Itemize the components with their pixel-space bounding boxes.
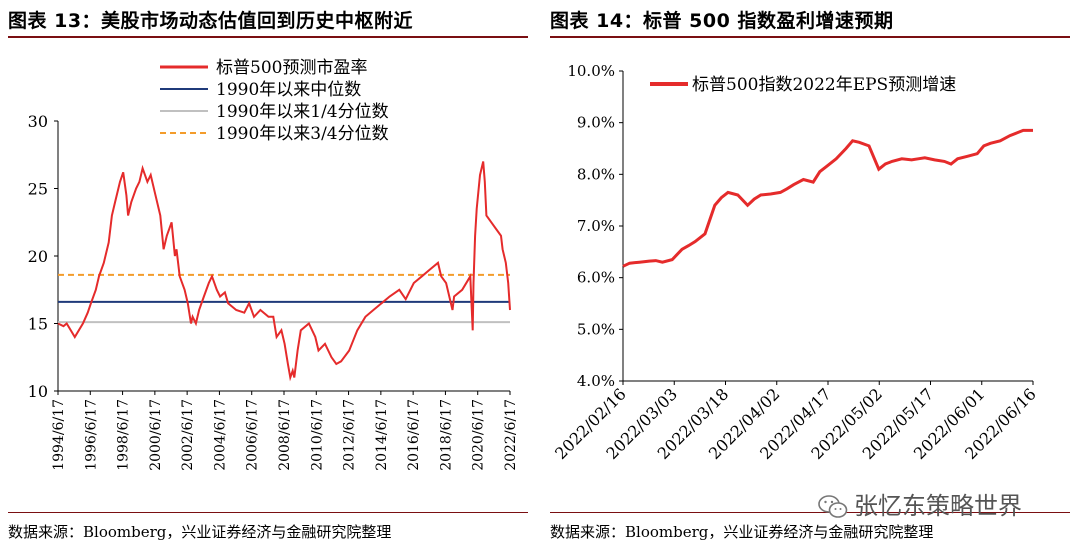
left-title-rule — [8, 36, 528, 38]
left-x-tick-label: 2002/6/17 — [180, 399, 196, 471]
left-pe-series-line — [57, 161, 511, 382]
right-figure-title: 图表 14：标普 500 指数盈利增速预期 — [550, 10, 894, 32]
left-figure-title: 图表 13：美股市场动态估值回到历史中枢附近 — [8, 10, 414, 32]
left-y-tick-label: 20 — [28, 247, 48, 266]
left-x-tick-label: 2018/6/17 — [438, 399, 454, 471]
left-x-tick-label: 2006/6/17 — [245, 399, 261, 471]
watermark: 张忆东策略世界 — [818, 486, 1022, 521]
left-x-tick-label: 2008/6/17 — [277, 399, 293, 471]
left-source-rule — [8, 512, 528, 513]
right-y-tick-label: 5.0% — [577, 320, 615, 338]
right-y-tick-label: 8.0% — [577, 165, 615, 183]
left-x-tick-label: 1996/6/17 — [83, 399, 99, 471]
right-eps-series-line — [622, 128, 1033, 268]
left-x-tick-label: 2016/6/17 — [406, 399, 422, 471]
left-x-tick-label: 2004/6/17 — [212, 399, 228, 471]
left-x-tick-label: 2014/6/17 — [374, 399, 390, 471]
right-axes: 4.0%5.0%6.0%7.0%8.0%9.0%10.0%2022/02/162… — [551, 62, 1040, 463]
left-x-tick-label: 2012/6/17 — [342, 399, 358, 471]
left-x-tick-label: 1994/6/17 — [51, 399, 67, 471]
left-reference-lines — [58, 273, 510, 324]
wechat-icon — [818, 495, 848, 518]
right-y-tick-label: 4.0% — [577, 372, 615, 390]
left-legend-label-4: 1990年以来3/4分位数 — [216, 124, 389, 144]
left-x-tick-label: 2010/6/17 — [309, 399, 325, 471]
right-legend-label: 标普500指数2022年EPS预测增速 — [692, 75, 956, 95]
right-y-tick-label: 6.0% — [577, 269, 615, 287]
right-y-tick-label: 7.0% — [577, 217, 615, 235]
right-source-rule — [550, 512, 1070, 513]
left-axes: 10 15 20 25 30 1994/6/17 1996/6/17 1998/6/17 200… — [28, 112, 519, 471]
left-y-tick-label: 15 — [28, 315, 48, 334]
left-x-tick-label: 2020/6/17 — [471, 399, 487, 471]
left-legend-label-3: 1990年以来1/4分位数 — [216, 102, 389, 122]
left-legend-label-2: 1990年以来中位数 — [216, 80, 361, 100]
left-y-tick-label: 25 — [28, 180, 48, 199]
left-x-tick-label: 2000/6/17 — [148, 399, 164, 471]
left-y-tick-label: 30 — [28, 112, 48, 131]
left-legend-label-1: 标普500预测市盈率 — [216, 58, 367, 78]
right-y-tick-label: 10.0% — [567, 62, 615, 80]
left-y-tick-label: 10 — [28, 382, 48, 401]
left-chart: 10 15 20 25 30 1994/6/17 1996/6/17 1998/6/17 200… — [28, 58, 519, 471]
right-legend: 标普500指数2022年EPS预测增速 — [650, 75, 956, 95]
right-source: 数据来源：Bloomberg，兴业证券经济与金融研究院整理 — [550, 523, 934, 541]
right-y-tick-label: 9.0% — [577, 114, 615, 132]
right-title-rule — [550, 36, 1070, 38]
watermark-text: 张忆东策略世界 — [854, 492, 1022, 520]
right-chart: 4.0%5.0%6.0%7.0%8.0%9.0%10.0%2022/02/162… — [551, 62, 1040, 463]
left-legend: 标普500预测市盈率1990年以来中位数1990年以来1/4分位数1990年以来… — [160, 58, 389, 144]
left-x-tick-label: 1998/6/17 — [116, 399, 132, 471]
left-x-tick-label: 2022/6/17 — [503, 399, 519, 471]
left-source: 数据来源：Bloomberg，兴业证券经济与金融研究院整理 — [8, 523, 392, 541]
